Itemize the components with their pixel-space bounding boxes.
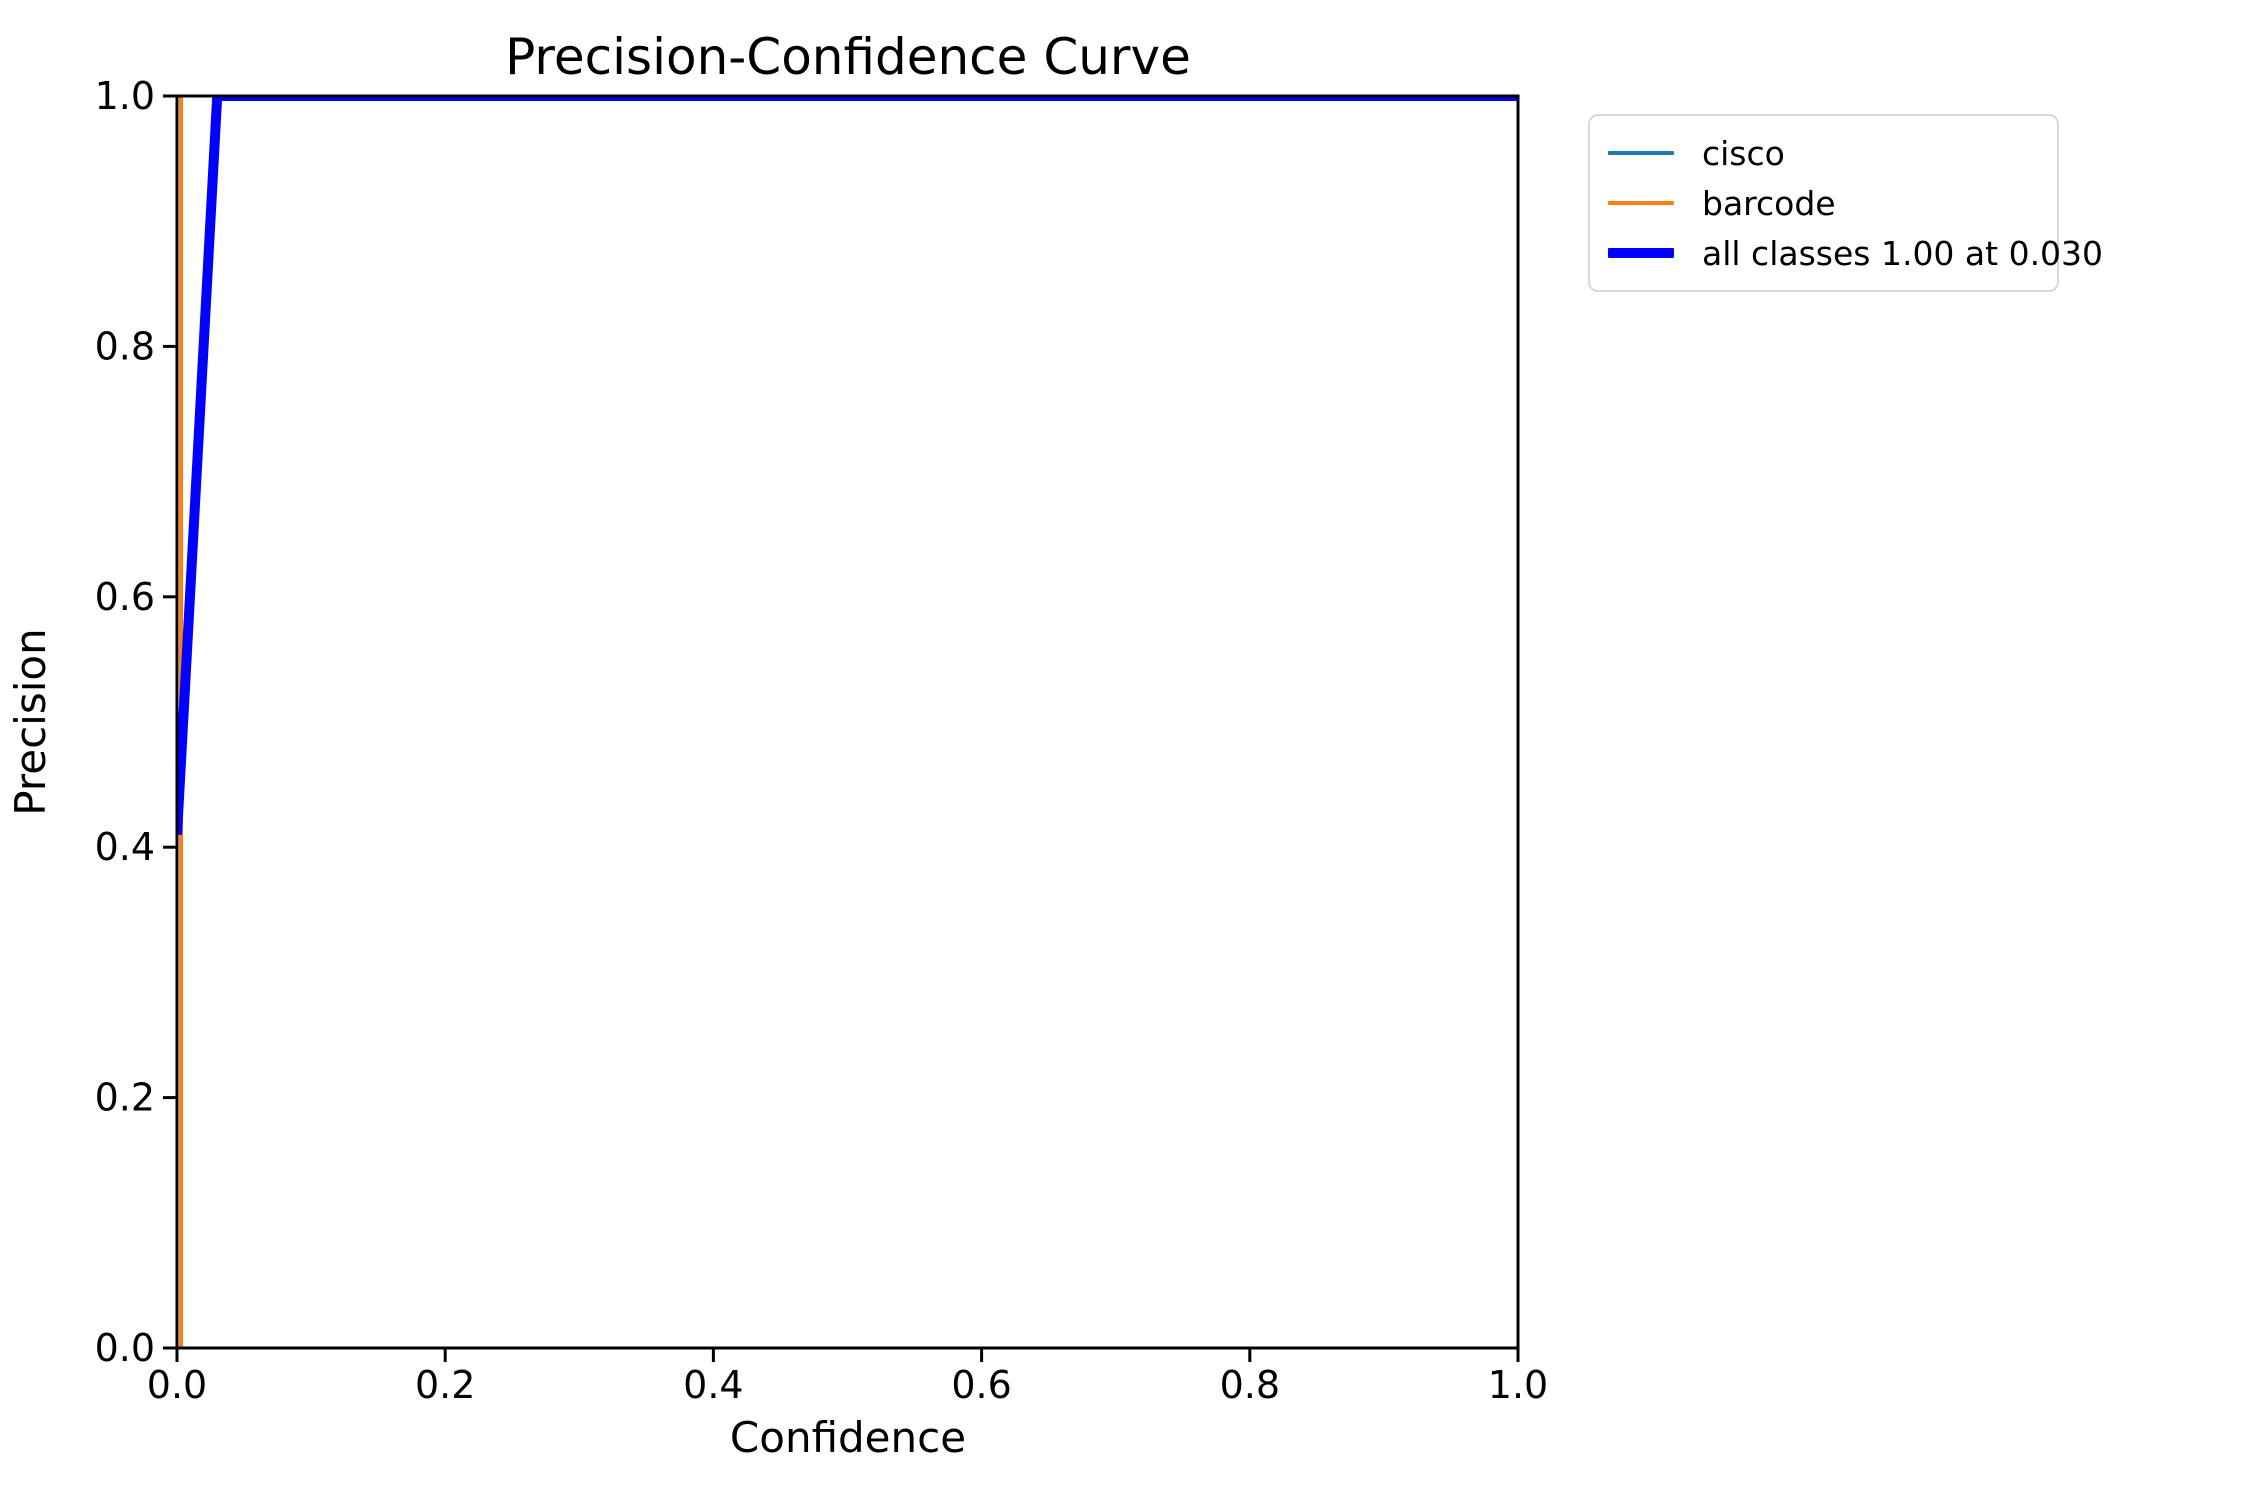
- legend-line-icon: [1608, 201, 1674, 205]
- x-tick-label: 1.0: [1488, 1363, 1548, 1407]
- x-tick-label: 0.6: [951, 1363, 1011, 1407]
- legend: cisco barcode all classes 1.00 at 0.030: [1588, 114, 2103, 292]
- legend-label-all-classes: all classes 1.00 at 0.030: [1702, 233, 2104, 273]
- legend-swatch-all-classes: [1608, 248, 1674, 258]
- y-tick-label: 0.4: [95, 825, 155, 869]
- y-tick-label: 0.8: [95, 324, 155, 368]
- chart-title: Precision-Confidence Curve: [505, 28, 1191, 86]
- y-axis-label: Precision: [6, 628, 55, 815]
- y-tick-label: 1.0: [95, 74, 155, 118]
- legend-item-barcode: barcode: [1608, 187, 2047, 220]
- legend-item-cisco: cisco: [1608, 137, 2047, 170]
- legend-label-cisco: cisco: [1702, 133, 1785, 173]
- x-axis-label: Confidence: [730, 1413, 966, 1462]
- y-tick-label: 0.2: [95, 1076, 155, 1120]
- x-tick-label: 0.2: [415, 1363, 475, 1407]
- series-layer: [177, 96, 1518, 1348]
- y-tick-label: 0.0: [95, 1326, 155, 1370]
- legend-item-all-classes: all classes 1.00 at 0.030: [1608, 237, 2103, 270]
- legend-swatch-barcode: [1608, 201, 1674, 205]
- y-tick-label: 0.6: [95, 575, 155, 619]
- ticks-layer: 0.0 0.2 0.4 0.6 0.8 1.0 0.0 0.2 0.4 0.6 0.8 1.0: [95, 74, 1549, 1407]
- legend-line-icon: [1608, 248, 1674, 258]
- plot-border: [175, 94, 1520, 1350]
- legend-swatch-cisco: [1608, 151, 1674, 155]
- x-tick-label: 0.0: [147, 1363, 207, 1407]
- legend-label-barcode: barcode: [1702, 183, 1836, 223]
- series-line-cisco: [177, 96, 1518, 835]
- series-line-all-classes: [177, 96, 1518, 835]
- legend-line-icon: [1608, 151, 1674, 155]
- x-tick-label: 0.8: [1220, 1363, 1280, 1407]
- x-tick-label: 0.4: [683, 1363, 743, 1407]
